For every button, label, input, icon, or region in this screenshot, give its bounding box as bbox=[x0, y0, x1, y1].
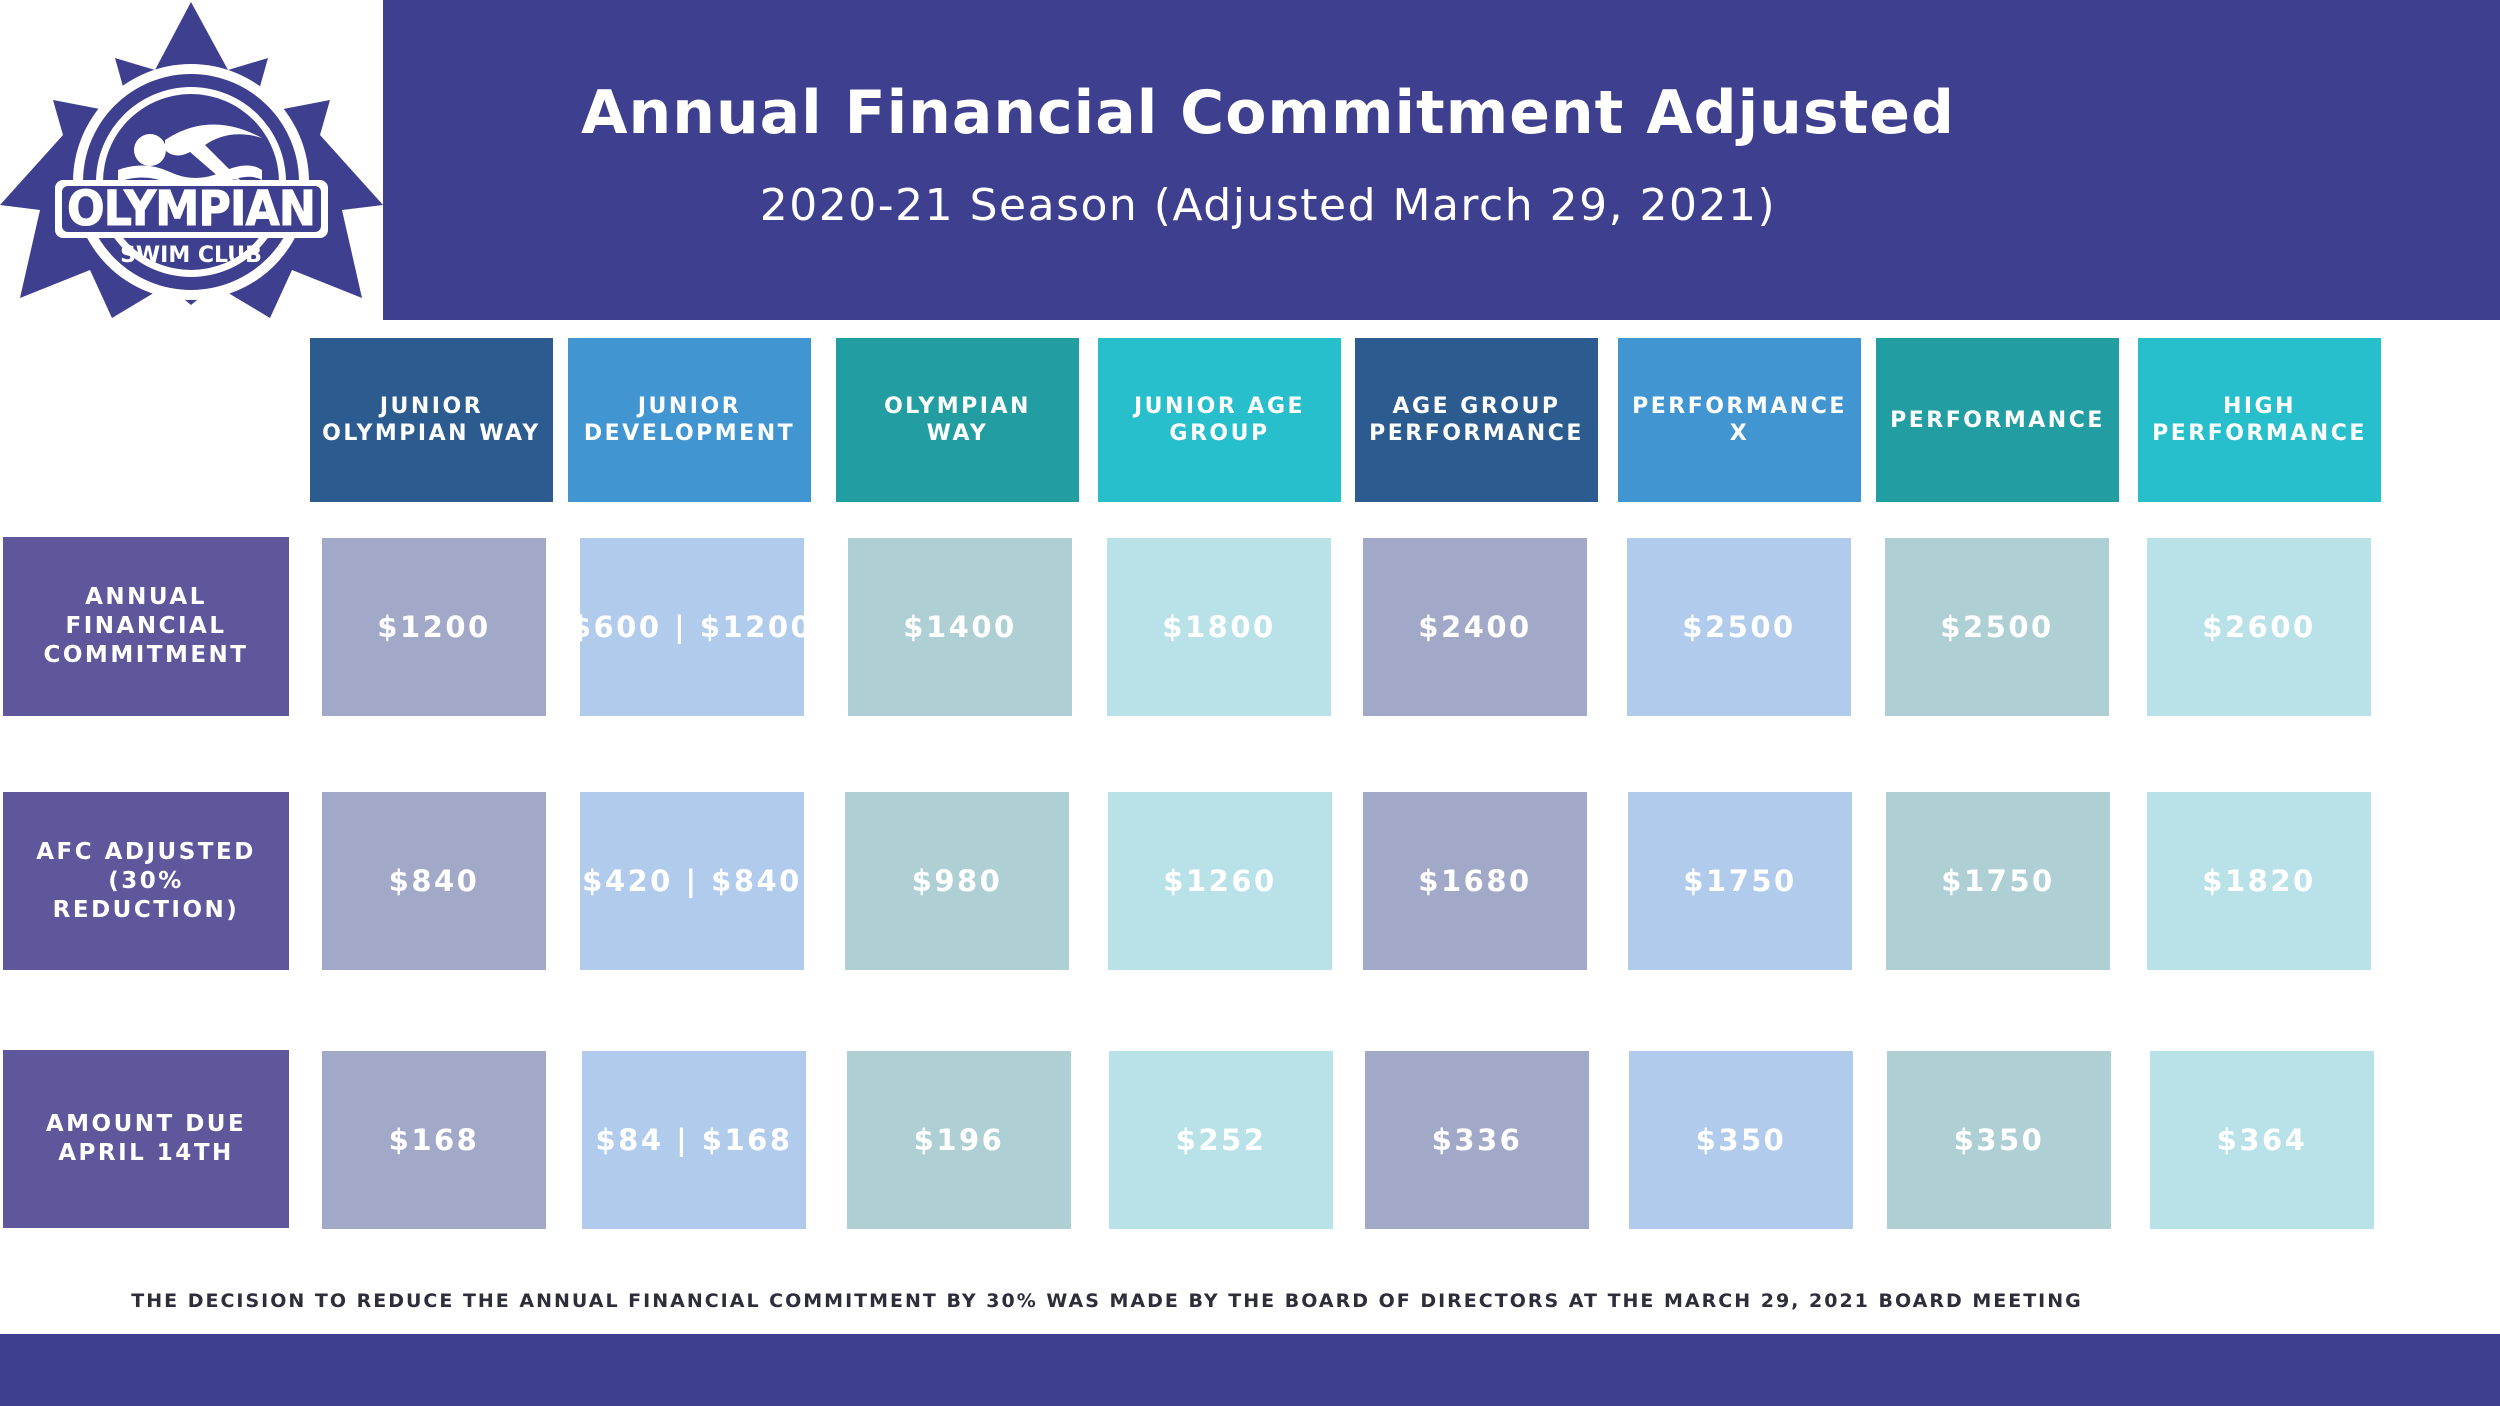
header-band bbox=[383, 0, 2500, 320]
value-cell: $196 bbox=[847, 1051, 1071, 1229]
value-cell: $1800 bbox=[1107, 538, 1331, 716]
row-label-afc-adjusted: AFC ADJUSTED (30% REDUCTION) bbox=[3, 792, 289, 970]
value-cell: $336 bbox=[1365, 1051, 1589, 1229]
olympian-swim-club-logo: OLYMPIAN SWIM CLUB bbox=[0, 2, 383, 318]
value-cell: $420 | $840 bbox=[580, 792, 804, 970]
value-cell: $252 bbox=[1109, 1051, 1333, 1229]
swimmer-icon bbox=[118, 124, 262, 190]
value-cell: $1400 bbox=[848, 538, 1072, 716]
value-cell: $2500 bbox=[1627, 538, 1851, 716]
column-header-performance: PERFORMANCE bbox=[1876, 338, 2119, 502]
value-cell: $1680 bbox=[1363, 792, 1587, 970]
value-cell: $2600 bbox=[2147, 538, 2371, 716]
value-cell: $350 bbox=[1887, 1051, 2111, 1229]
row-label-annual-financial-commitment: ANNUAL FINANCIAL COMMITMENT bbox=[3, 537, 289, 716]
column-header-age-group-performance: AGE GROUP PERFORMANCE bbox=[1355, 338, 1598, 502]
page-subtitle: 2020-21 Season (Adjusted March 29, 2021) bbox=[759, 180, 1777, 231]
value-cell: $840 bbox=[322, 792, 546, 970]
value-cell: $1200 bbox=[322, 538, 546, 716]
column-header-junior-development: JUNIOR DEVELOPMENT bbox=[568, 338, 811, 502]
value-cell: $364 bbox=[2150, 1051, 2374, 1229]
value-cell: $350 bbox=[1629, 1051, 1853, 1229]
column-header-junior-age-group: JUNIOR AGE GROUP bbox=[1098, 338, 1341, 502]
value-cell: $168 bbox=[322, 1051, 546, 1229]
column-header-performance-x: PERFORMANCE X bbox=[1618, 338, 1861, 502]
logo-tagline: SWIM CLUB bbox=[120, 243, 262, 268]
value-cell: $600 | $1200 bbox=[571, 538, 811, 716]
value-cell: $2500 bbox=[1885, 538, 2109, 716]
value-cell: $1750 bbox=[1628, 792, 1852, 970]
page-title: Annual Financial Commitment Adjusted bbox=[581, 78, 1955, 148]
value-cell: $1820 bbox=[2147, 792, 2371, 970]
column-header-olympian-way: OLYMPIAN WAY bbox=[836, 338, 1079, 502]
value-cell: $1260 bbox=[1108, 792, 1332, 970]
footer-band bbox=[0, 1334, 2500, 1406]
column-header-junior-olympian-way: JUNIOR OLYMPIAN WAY bbox=[310, 338, 553, 502]
board-decision-note: THE DECISION TO REDUCE THE ANNUAL FINANC… bbox=[131, 1290, 2083, 1312]
row-label-amount-due: AMOUNT DUE APRIL 14TH bbox=[3, 1050, 289, 1228]
value-cell: $2400 bbox=[1363, 538, 1587, 716]
value-cell: $1750 bbox=[1886, 792, 2110, 970]
value-cell: $84 | $168 bbox=[582, 1051, 806, 1229]
logo-name: OLYMPIAN bbox=[67, 181, 315, 237]
column-header-high-performance: HIGH PERFORMANCE bbox=[2138, 338, 2381, 502]
value-cell: $980 bbox=[845, 792, 1069, 970]
